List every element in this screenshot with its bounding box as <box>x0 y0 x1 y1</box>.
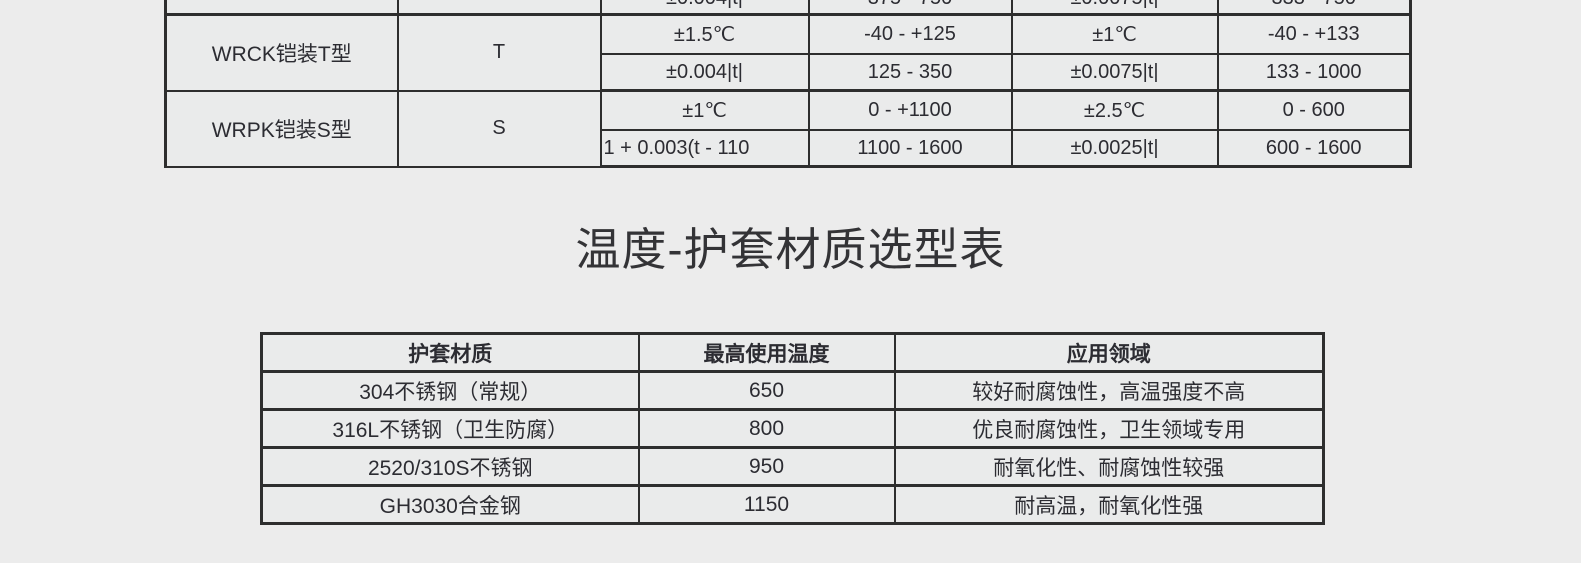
application-cell: 耐氧化性、耐腐蚀性较强 <box>893 446 1325 487</box>
header-cell-application: 应用领域 <box>893 332 1325 373</box>
header-cell-max-temp: 最高使用温度 <box>637 332 896 373</box>
max-temp-cell: 1150 <box>637 484 896 525</box>
tolerance-cell: ±0.004|t| <box>599 0 810 16</box>
range-cell: 0 - 600 <box>1216 89 1412 131</box>
table-row: 2520/310S不锈钢 950 耐氧化性、耐腐蚀性较强 <box>260 446 1325 487</box>
thermocouple-tolerance-table: ±0.004|t| 375 - 750 ±0.0075|t| 333 - 750… <box>164 0 1412 168</box>
table-row: WRCK铠装T型 T ±1.5℃ -40 - +125 ±1℃ -40 - +1… <box>164 13 1412 92</box>
table-header-row: 护套材质 最高使用温度 应用领域 <box>260 332 1325 373</box>
material-cell: GH3030合金钢 <box>260 484 640 525</box>
thermocouple-name: WRCK铠装T型 <box>164 13 399 92</box>
tolerance-cell: 1 + 0.003(t - 110 <box>599 129 810 168</box>
table-row: 1 + 0.003(t - 110 1100 - 1600 ±0.0025|t|… <box>166 129 1412 168</box>
tolerance-cell: ±2.5℃ <box>1010 89 1219 131</box>
graduation-code: T <box>396 13 602 92</box>
max-temp-cell: 650 <box>637 370 896 411</box>
table-row: 304不锈钢（常规） 650 较好耐腐蚀性，高温强度不高 <box>260 370 1325 411</box>
tolerance-cell: ±1.5℃ <box>599 13 810 55</box>
range-cell: 133 - 1000 <box>1216 53 1412 92</box>
tolerance-cell: ±0.0075|t| <box>1010 0 1219 16</box>
tolerance-cell: ±1℃ <box>599 89 810 131</box>
graduation-code: S <box>396 89 602 168</box>
table-row: GH3030合金钢 1150 耐高温，耐氧化性强 <box>260 484 1325 525</box>
material-cell: 2520/310S不锈钢 <box>260 446 640 487</box>
application-cell: 优良耐腐蚀性，卫生领域专用 <box>893 408 1325 449</box>
material-cell: 316L不锈钢（卫生防腐） <box>260 408 640 449</box>
range-cell: 125 - 350 <box>807 53 1013 92</box>
tolerance-cell: ±0.0025|t| <box>1010 129 1219 168</box>
range-cell: -40 - +133 <box>1216 13 1412 55</box>
name-cell-cutoff <box>164 0 399 16</box>
table-row: ±0.004|t| 125 - 350 ±0.0075|t| 133 - 100… <box>166 53 1412 92</box>
tolerance-cell: ±1℃ <box>1010 13 1219 55</box>
application-cell: 较好耐腐蚀性，高温强度不高 <box>893 370 1325 411</box>
table-row: 316L不锈钢（卫生防腐） 800 优良耐腐蚀性，卫生领域专用 <box>260 408 1325 449</box>
range-cell: 375 - 750 <box>807 0 1013 16</box>
material-cell: 304不锈钢（常规） <box>260 370 640 411</box>
material-selection-table: 护套材质 最高使用温度 应用领域 304不锈钢（常规） 650 较好耐腐蚀性，高… <box>260 332 1325 525</box>
max-temp-cell: 950 <box>637 446 896 487</box>
range-cell: 600 - 1600 <box>1216 129 1412 168</box>
range-cell: 0 - +1100 <box>807 89 1013 131</box>
code-cell-cutoff <box>396 0 602 16</box>
range-cell: -40 - +125 <box>807 13 1013 55</box>
range-cell: 1100 - 1600 <box>807 129 1013 168</box>
max-temp-cell: 800 <box>637 408 896 449</box>
application-cell: 耐高温，耐氧化性强 <box>893 484 1325 525</box>
table-row-partial: ±0.004|t| 375 - 750 ±0.0075|t| 333 - 750 <box>164 0 1412 16</box>
thermocouple-name: WRPK铠装S型 <box>164 89 399 168</box>
section-title: 温度-护套材质选型表 <box>575 224 1006 275</box>
tolerance-cell: ±0.0075|t| <box>1010 53 1219 92</box>
tolerance-cell: ±0.004|t| <box>599 53 810 92</box>
table-row: WRPK铠装S型 S ±1℃ 0 - +1100 ±2.5℃ 0 - 600 <box>164 89 1412 168</box>
header-cell-material: 护套材质 <box>260 332 640 373</box>
range-cell: 333 - 750 <box>1216 0 1412 16</box>
